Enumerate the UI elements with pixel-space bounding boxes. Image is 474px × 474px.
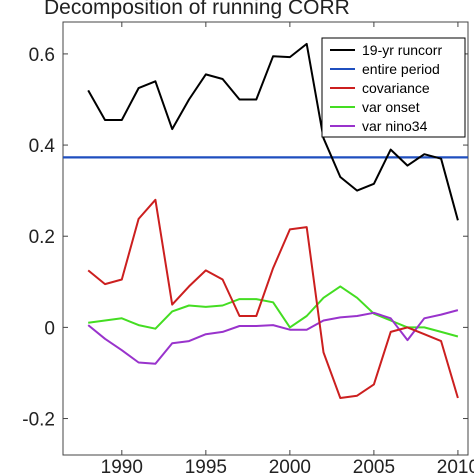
legend-item-19-yr-runcorr: 19-yr runcorr — [330, 42, 442, 58]
series-19-yr-runcorr-line — [87, 42, 459, 221]
legend-label: var onset — [362, 99, 420, 115]
plot-area — [62, 21, 469, 456]
series-covariance-line — [87, 198, 459, 399]
x-axis: 1990 1995 2000 2005 2010 — [101, 22, 474, 474]
y-tick-label: 0.2 — [29, 227, 55, 248]
legend-item-entire-period: entire period — [330, 61, 440, 77]
legend-label: entire period — [362, 61, 440, 77]
x-tick-label: 2010 — [437, 457, 474, 474]
y-tick-label: 0.4 — [29, 136, 56, 157]
x-tick-label: 2005 — [353, 457, 395, 474]
series-var-onset-line — [88, 285, 459, 338]
x-tick-label: 1995 — [185, 457, 227, 474]
x-tick-label: 2000 — [269, 457, 311, 474]
x-tick-label: 1990 — [101, 457, 143, 474]
series-layer — [63, 42, 468, 399]
y-tick-label: -0.2 — [22, 410, 55, 431]
legend-label: var nino34 — [362, 118, 428, 134]
legend: 19-yr runcorr entire period covariance var … — [321, 37, 466, 138]
legend-item-covariance: covariance — [330, 80, 430, 96]
legend-item-var-nino34: var nino34 — [330, 118, 428, 134]
legend-label: covariance — [362, 80, 430, 96]
legend-item-var-onset: var onset — [330, 99, 420, 115]
chart-title: Decomposition of running CORR — [44, 0, 350, 19]
y-axis: -0.2 0 0.2 0.4 0.6 — [22, 45, 468, 431]
series-var-nino34-line — [87, 309, 459, 365]
y-tick-label: 0 — [44, 318, 55, 339]
y-tick-label: 0.6 — [29, 45, 55, 66]
legend-label: 19-yr runcorr — [362, 42, 442, 58]
